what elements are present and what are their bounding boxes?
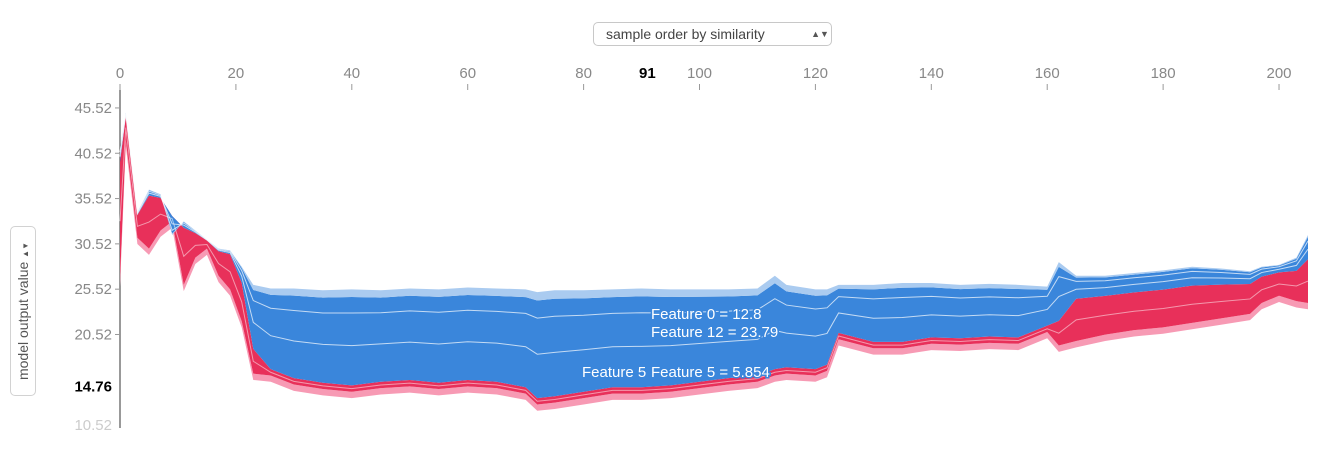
y-tick-label: 45.52 <box>74 100 112 117</box>
y-tick-label: 30.52 <box>74 236 112 253</box>
y-tick-label: 25.52 <box>74 281 112 298</box>
y-tick-label-partial: 10.52 <box>74 417 112 434</box>
y-tick-label: 20.52 <box>74 326 112 343</box>
y-axis-select[interactable]: model output value ▲▼ <box>10 226 36 396</box>
annotation-halo: Feature 5 <box>582 364 646 381</box>
x-tick-label: 200 <box>1267 65 1292 82</box>
feature-contour <box>119 127 1309 402</box>
x-tick-label: 160 <box>1035 65 1060 82</box>
negative-band <box>120 112 1308 399</box>
annotation-label: Feature 5 <box>582 364 646 381</box>
x-tick-label: 60 <box>459 65 476 82</box>
feature-contour <box>119 113 1309 319</box>
x-tick-label: 80 <box>575 65 592 82</box>
annotation-halo: Feature 0 = 12.8 <box>651 306 762 323</box>
y-axis: 45.52 40.52 35.52 30.52 25.52 20.52 14.76 10.52 <box>74 90 121 434</box>
y-tick-label: 35.52 <box>74 191 112 208</box>
x-tick-label: 0 <box>116 65 124 82</box>
x-tick-label: 120 <box>803 65 828 82</box>
annotation-label: Feature 0 = 12.8 <box>651 306 762 323</box>
y-highlight-label: 14.76 <box>74 379 112 396</box>
sample-order-select[interactable]: sample order by similarity ▲▼ <box>593 22 832 46</box>
x-axis: 0 20 40 60 80 100 120 140 160 180 200 91 <box>116 65 1292 90</box>
annotation-label: Feature 5 = 5.854 <box>651 364 770 381</box>
x-highlight-label: 91 <box>639 65 656 82</box>
negative-light-band <box>120 112 1308 301</box>
y-tick-label: 40.52 <box>74 145 112 162</box>
select-arrows-icon: ▲▼ <box>811 29 829 39</box>
x-tick-label: 180 <box>1151 65 1176 82</box>
x-tick-label: 140 <box>919 65 944 82</box>
x-tick-label: 20 <box>228 65 245 82</box>
plot-area <box>119 112 1309 411</box>
annotation-halo: Feature 12 = 23.79 <box>651 324 778 341</box>
annotation-halo: Feature 5 = 5.854 <box>651 364 770 381</box>
annotation-label: Feature 12 = 23.79 <box>651 324 778 341</box>
x-tick-label: 100 <box>687 65 712 82</box>
x-tick-label: 40 <box>343 65 360 82</box>
feature-contour <box>119 114 1309 355</box>
sample-order-select-label: sample order by similarity <box>606 26 765 42</box>
